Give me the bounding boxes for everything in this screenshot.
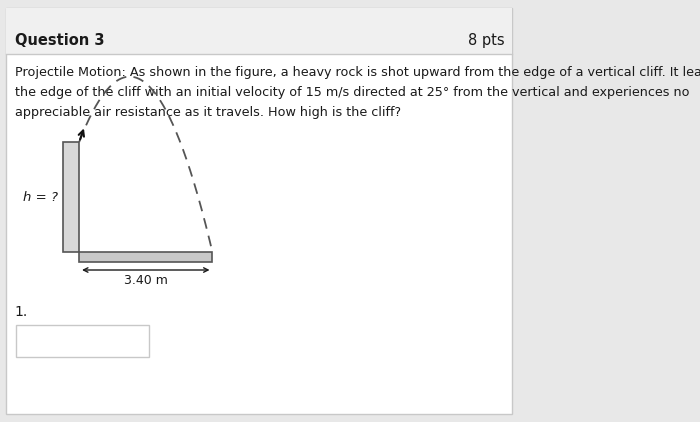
Text: Projectile Motion: As shown in the figure, a heavy rock is shot upward from the : Projectile Motion: As shown in the figur… bbox=[15, 65, 700, 78]
Text: the edge of the cliff with an initial velocity of 15 m/s directed at 25° from th: the edge of the cliff with an initial ve… bbox=[15, 86, 690, 98]
Text: 8 pts: 8 pts bbox=[468, 32, 505, 48]
Bar bbox=[79, 252, 212, 262]
Text: appreciable air resistance as it travels. How high is the cliff?: appreciable air resistance as it travels… bbox=[15, 106, 401, 119]
Text: Question 3: Question 3 bbox=[15, 32, 104, 48]
Text: 1.: 1. bbox=[15, 305, 28, 319]
Text: 3.40 m: 3.40 m bbox=[124, 274, 168, 287]
Bar bbox=[16, 325, 150, 357]
Text: h = ?: h = ? bbox=[24, 190, 59, 203]
Bar bbox=[6, 8, 512, 54]
Bar bbox=[63, 142, 79, 252]
